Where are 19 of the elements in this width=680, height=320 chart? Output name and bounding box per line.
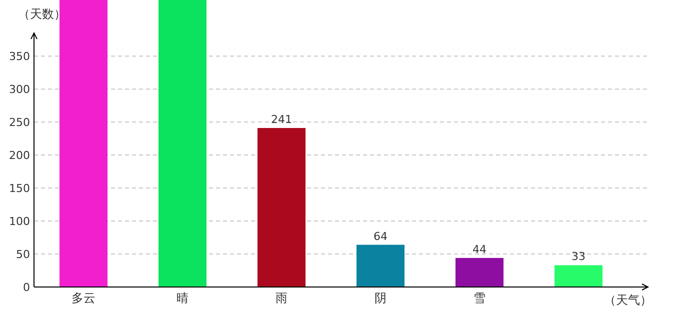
y-tick-label: 0 xyxy=(23,281,30,294)
y-tick-label: 200 xyxy=(9,149,30,162)
x-axis-title: （天气） xyxy=(604,293,652,307)
x-tick-label: 多云 xyxy=(72,291,96,305)
y-axis-title: （天数） xyxy=(18,7,66,21)
x-tick-label: 晴 xyxy=(176,291,188,305)
y-tick-label: 50 xyxy=(16,248,30,262)
x-tick-label: 雨 xyxy=(276,291,288,305)
x-tick-label: 雪 xyxy=(474,291,486,305)
y-tick-label: 250 xyxy=(9,116,30,130)
y-tick-label: 350 xyxy=(9,50,30,64)
data-label: 33 xyxy=(572,250,586,264)
data-label: 241 xyxy=(271,112,292,126)
data-label: 44 xyxy=(472,242,486,256)
y-tick-label: 100 xyxy=(9,215,30,228)
data-label: 64 xyxy=(374,230,388,243)
y-tick-label: 300 xyxy=(9,83,30,96)
x-tick-label: 阴 xyxy=(374,291,386,305)
y-tick-label: 150 xyxy=(9,182,30,196)
